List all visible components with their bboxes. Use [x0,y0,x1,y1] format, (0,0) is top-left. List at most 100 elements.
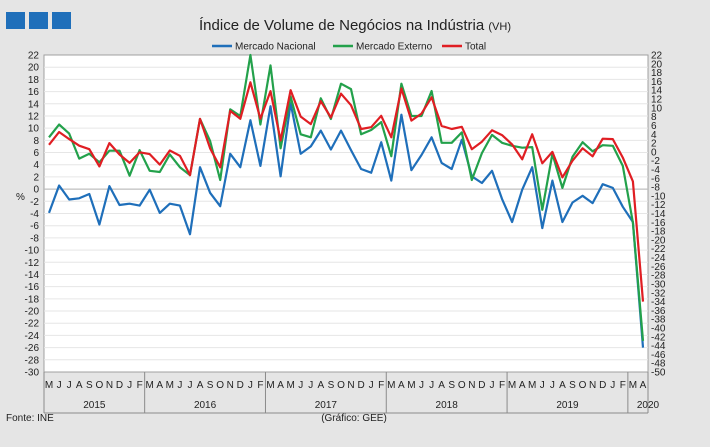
month-label: A [519,380,526,391]
right-tick-label: 20 [651,59,663,70]
y-axis-label: % [16,192,25,203]
right-tick-label: -48 [651,359,666,370]
month-label: D [599,380,606,391]
left-tick-label: 14 [28,99,40,110]
month-label: D [116,380,123,391]
right-tick-label: 2 [651,139,657,150]
month-label: M [45,380,53,391]
left-tick-label: 0 [33,185,39,196]
left-tick-label: -26 [25,343,40,354]
year-label: 2018 [436,400,459,411]
month-label: J [177,380,182,391]
right-tick-label: -20 [651,235,666,246]
right-tick-label: 8 [651,112,657,123]
left-tick-label: 6 [33,148,39,159]
legend-label: Mercado Nacional [235,42,316,53]
month-label: N [106,380,113,391]
left-axis: -30-28-26-24-22-20-18-16-14-12-10-8-6-4-… [25,51,40,379]
right-tick-label: -32 [651,288,666,299]
footer-credit: (Gráfico: GEE) [321,413,387,424]
left-tick-label: -6 [30,221,39,232]
right-tick-label: -6 [651,174,660,185]
right-tick-label: -36 [651,306,666,317]
right-tick-label: -22 [651,244,666,255]
month-label: S [86,380,93,391]
month-label: J [57,380,62,391]
month-label: O [337,380,345,391]
series-line-mercado-nacional [47,102,645,348]
year-label: 2016 [194,400,217,411]
month-label: S [569,380,576,391]
month-label: M [146,380,154,391]
left-tick-label: -4 [30,209,39,220]
right-tick-label: -12 [651,200,666,211]
month-label: A [438,380,445,391]
left-tick-label: -12 [25,258,40,269]
month-label: N [347,380,354,391]
left-tick-label: 18 [28,75,40,86]
left-tick-label: 4 [33,160,39,171]
month-label: A [76,380,83,391]
right-tick-label: 16 [651,77,663,88]
left-tick-label: 8 [33,136,39,147]
legend-label: Mercado Externo [356,42,433,53]
left-tick-label: -20 [25,307,40,318]
chart-title: Índice de Volume de Negócios na Indústri… [199,17,511,34]
left-tick-label: -16 [25,282,40,293]
month-label: A [317,380,324,391]
left-tick-label: -10 [25,246,40,257]
left-tick-label: -30 [25,368,40,379]
right-tick-label: -14 [651,209,666,220]
left-tick-label: 12 [28,111,40,122]
logo-square [29,12,48,29]
month-label: M [629,380,637,391]
month-label: S [448,380,455,391]
right-tick-label: 0 [651,147,657,158]
left-tick-label: -8 [30,233,39,244]
right-tick-label: -8 [651,183,660,194]
month-label: J [429,380,434,391]
month-label: F [257,380,263,391]
month-label: M [407,380,415,391]
month-label: M [508,380,516,391]
right-tick-label: -18 [651,227,666,238]
chart-title-suffix: (VH) [488,21,511,33]
grid [44,66,648,361]
month-label: F [620,380,626,391]
month-label: M [387,380,395,391]
month-label: A [197,380,204,391]
month-label: J [127,380,132,391]
right-tick-label: -28 [651,271,666,282]
left-tick-label: 10 [28,124,40,135]
month-label: J [369,380,374,391]
left-tick-label: -28 [25,355,40,366]
right-tick-label: 14 [651,86,663,97]
month-label: N [227,380,234,391]
right-tick-label: 4 [651,130,657,141]
month-label: J [298,380,303,391]
left-tick-label: 22 [28,51,40,62]
right-tick-label: -50 [651,368,666,379]
right-tick-label: -44 [651,341,666,352]
month-label: N [589,380,596,391]
month-label: O [579,380,587,391]
logo-square [52,12,71,29]
month-label: J [540,380,545,391]
month-label: S [328,380,335,391]
month-label: J [610,380,615,391]
month-label: J [550,380,555,391]
month-label: M [286,380,294,391]
year-label: 2015 [83,400,106,411]
month-label: J [187,380,192,391]
month-label: M [166,380,174,391]
month-label: J [489,380,494,391]
left-tick-label: 16 [28,87,40,98]
month-label: D [357,380,364,391]
month-label: A [277,380,284,391]
series-line-mercado-externo [48,53,645,341]
month-label: J [248,380,253,391]
series-line-total [48,81,645,302]
right-axis: -50-48-46-44-42-40-38-36-34-32-30-28-26-… [651,51,666,379]
